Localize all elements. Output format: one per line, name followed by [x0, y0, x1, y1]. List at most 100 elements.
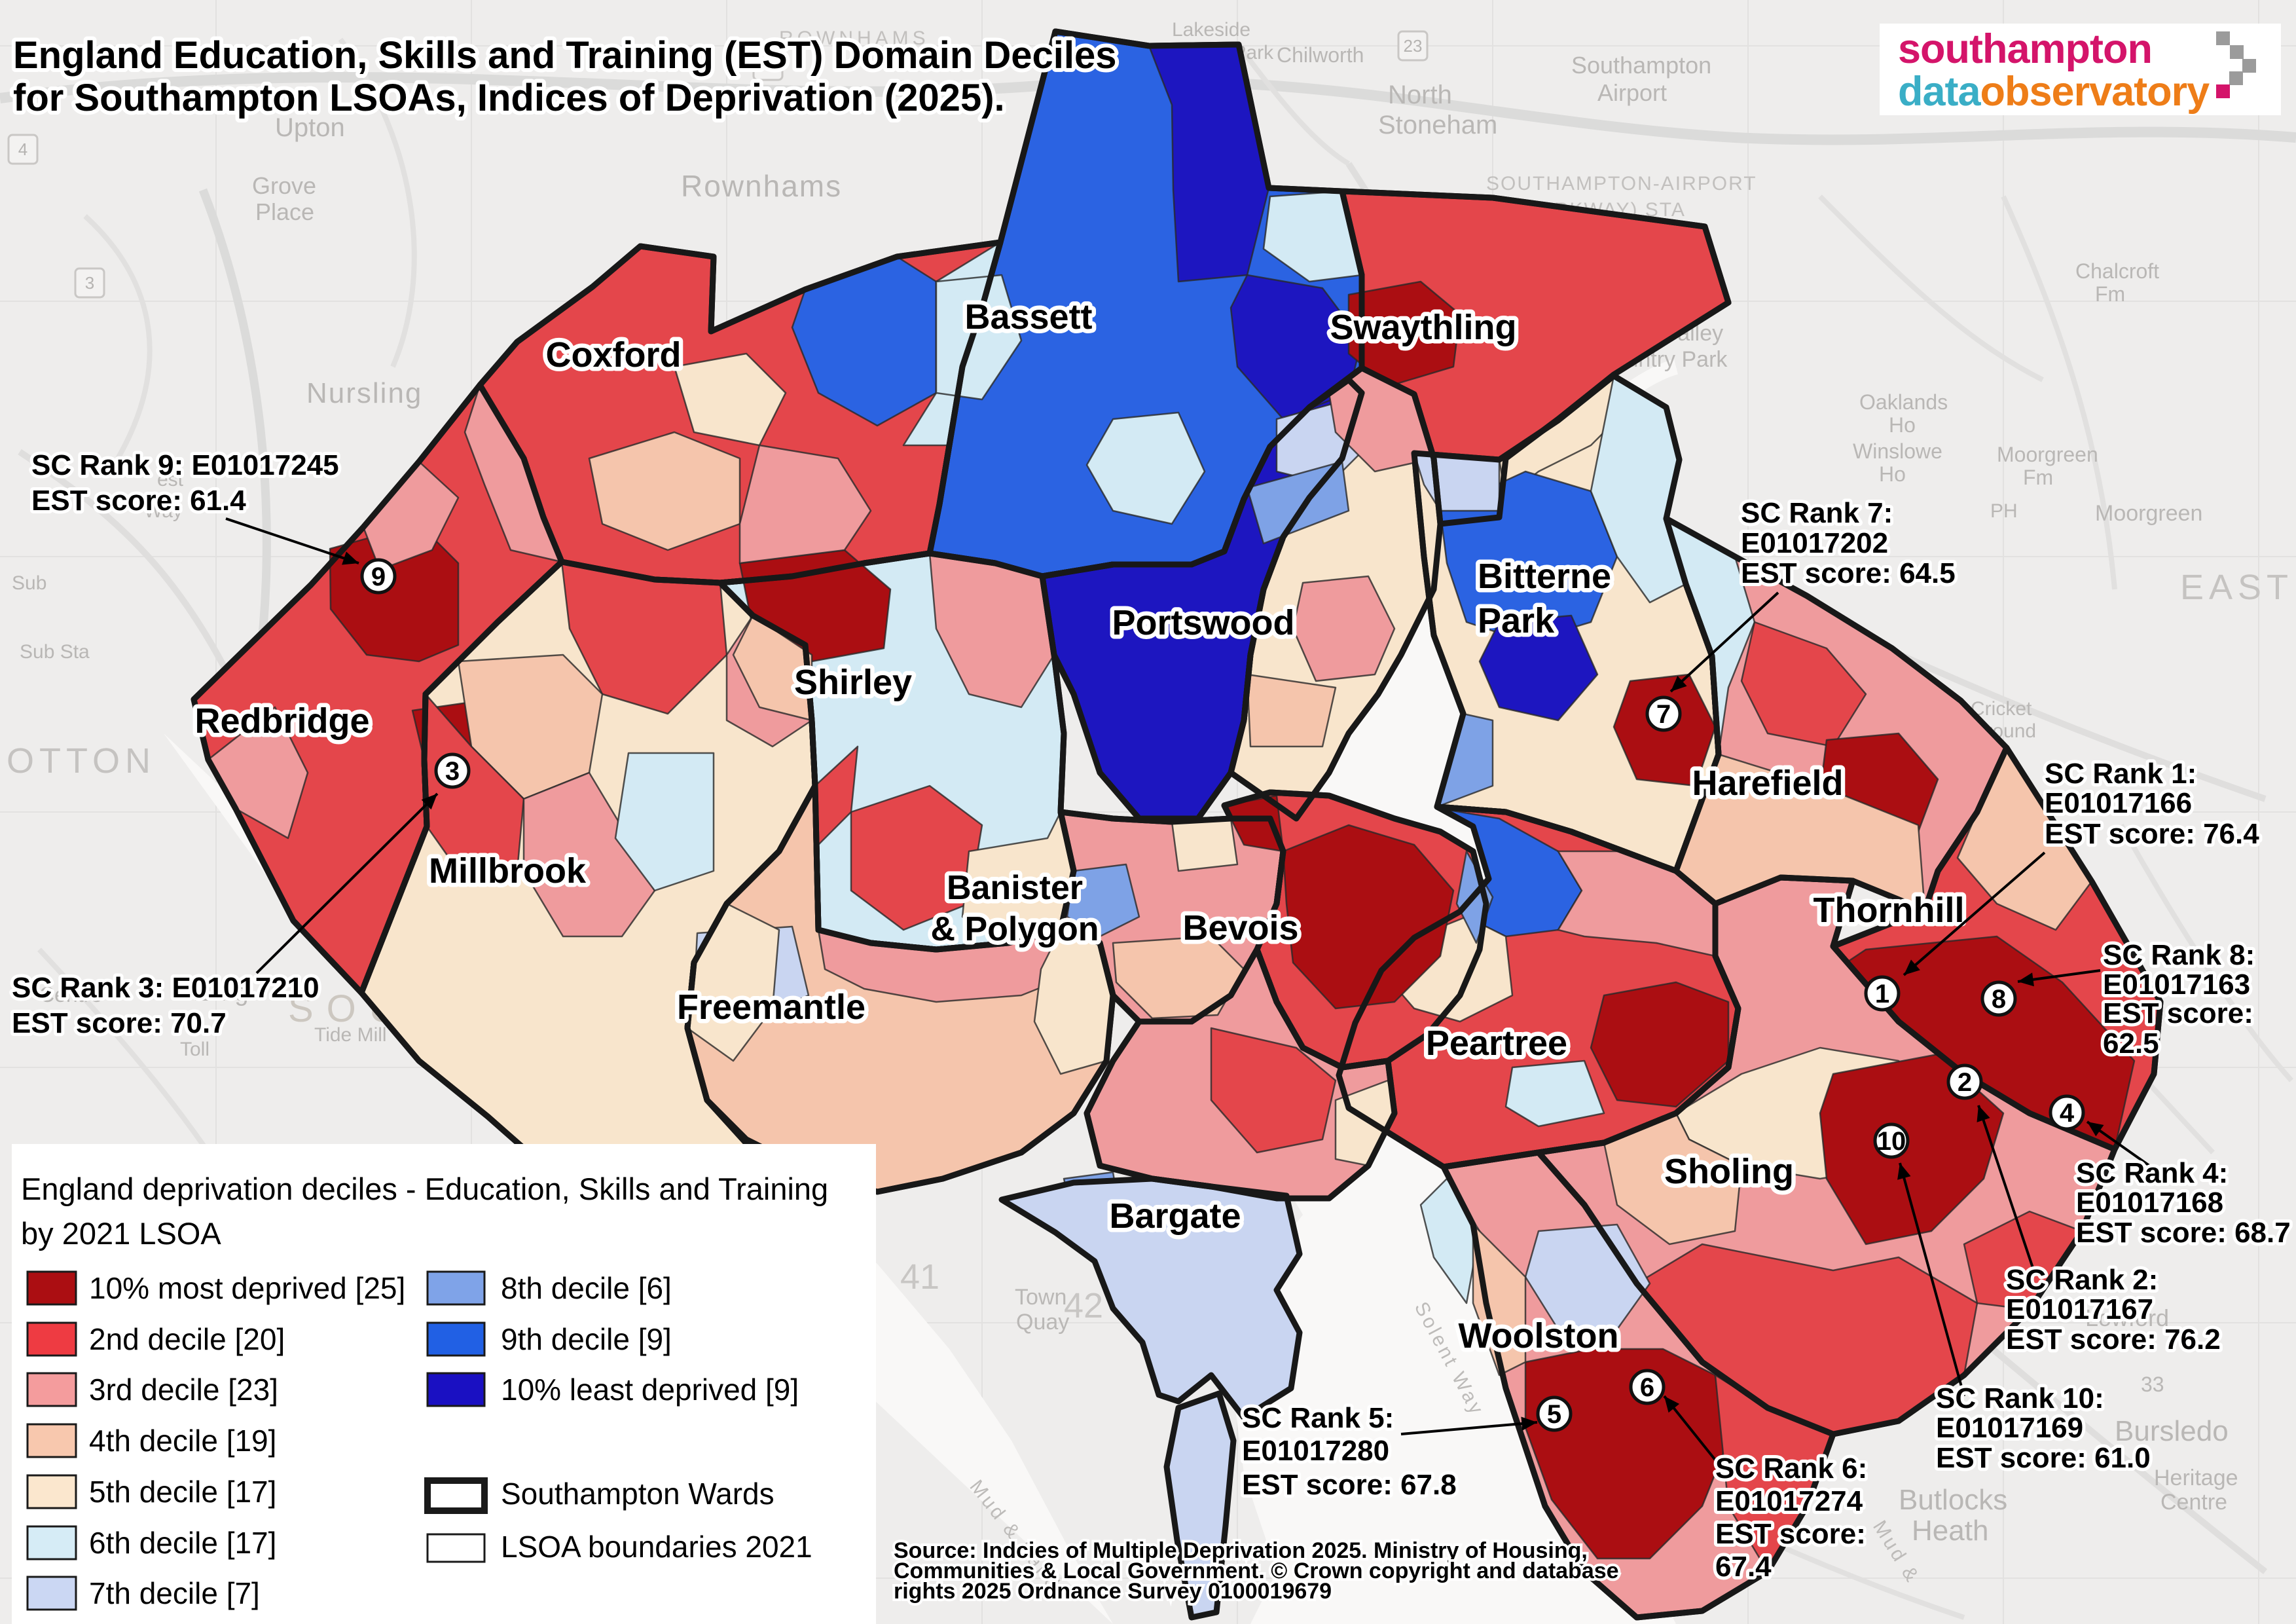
- svg-text:Shirley: Shirley: [794, 663, 912, 702]
- svg-text:PH: PH: [1990, 500, 2018, 522]
- svg-text:Upton: Upton: [275, 113, 345, 142]
- svg-text:Butlocks: Butlocks: [1899, 1484, 2007, 1516]
- svg-text:42: 42: [1064, 1286, 1103, 1325]
- svg-text:est: est: [157, 469, 184, 490]
- svg-text:EST score: 61.0: EST score: 61.0: [1936, 1442, 2151, 1474]
- svg-text:5: 5: [1547, 1400, 1561, 1429]
- svg-text:67.4: 67.4: [1715, 1551, 1772, 1583]
- svg-text:9th decile [9]: 9th decile [9]: [501, 1322, 672, 1356]
- svg-text:Centre: Centre: [2160, 1490, 2227, 1515]
- svg-text:Harefield: Harefield: [1692, 764, 1843, 803]
- svg-text:Way: Way: [144, 500, 183, 522]
- svg-text:Oaklands: Oaklands: [1859, 390, 1948, 414]
- svg-text:Peartree: Peartree: [1426, 1024, 1567, 1063]
- svg-text:Redbridge: Redbridge: [194, 701, 369, 741]
- svg-text:SC Rank 10:: SC Rank 10:: [1936, 1382, 2104, 1414]
- svg-text:SOUTHAMPTON-AIRPORT: SOUTHAMPTON-AIRPORT: [1486, 173, 1757, 194]
- svg-text:EST score: 76.2: EST score: 76.2: [2006, 1323, 2221, 1356]
- svg-text:Portswood: Portswood: [1112, 603, 1295, 642]
- svg-text:6: 6: [1640, 1373, 1654, 1402]
- svg-text:Stoneham: Stoneham: [1378, 111, 1497, 139]
- svg-text:England deprivation deciles -: England deprivation deciles - Education,…: [21, 1172, 828, 1206]
- svg-text:Eling: Eling: [193, 979, 249, 1006]
- svg-text:Moorgreen: Moorgreen: [1997, 443, 2098, 466]
- svg-text:Lowford: Lowford: [2085, 1304, 2169, 1331]
- svg-text:Bevois: Bevois: [1182, 908, 1298, 948]
- svg-text:SC Rank 7:: SC Rank 7:: [1741, 497, 1893, 529]
- svg-text:2: 2: [1958, 1068, 1972, 1097]
- svg-text:Bitterne: Bitterne: [1478, 557, 1611, 596]
- svg-text:EST score: 64.5: EST score: 64.5: [1741, 557, 1956, 589]
- svg-text:Grove: Grove: [252, 172, 316, 199]
- svg-text:Ho: Ho: [1889, 413, 1916, 437]
- svg-text:SC Rank 4:: SC Rank 4:: [2076, 1157, 2228, 1189]
- svg-text:Fm: Fm: [2023, 466, 2053, 489]
- svg-text:Tide Mill: Tide Mill: [314, 1024, 387, 1046]
- svg-text:Rownhams: Rownhams: [681, 169, 842, 203]
- svg-text:Swaythling: Swaythling: [1330, 308, 1516, 347]
- svg-text:8th decile [6]: 8th decile [6]: [501, 1271, 672, 1305]
- svg-text:LSOA boundaries 2021: LSOA boundaries 2021: [501, 1530, 812, 1564]
- svg-text:E01017166: E01017166: [2045, 787, 2192, 819]
- svg-text:3: 3: [85, 273, 94, 293]
- svg-text:Ho: Ho: [1879, 462, 1906, 486]
- svg-text:Moorgreen: Moorgreen: [2095, 501, 2202, 526]
- svg-text:Fm: Fm: [2095, 282, 2125, 306]
- svg-text:North: North: [1388, 81, 1452, 109]
- svg-text:Heritage: Heritage: [2154, 1466, 2238, 1490]
- svg-text:41: 41: [900, 1257, 939, 1297]
- svg-text:SC Rank 2:: SC Rank 2:: [2006, 1264, 2158, 1296]
- svg-text:Airport: Airport: [1597, 79, 1667, 106]
- svg-text:SC Rank 3: E01017210: SC Rank 3: E01017210: [12, 972, 319, 1004]
- svg-text:EASTLE: EASTLE: [2180, 568, 2296, 607]
- svg-text:Woolston: Woolston: [1459, 1316, 1619, 1356]
- svg-text:Sub: Sub: [12, 572, 46, 594]
- svg-text:E01017163: E01017163: [2103, 969, 2250, 1001]
- svg-text:E01017280: E01017280: [1242, 1435, 1389, 1467]
- svg-text:rights 2025 Ordnance Survey 01: rights 2025 Ordnance Survey 0100019679: [894, 1579, 1332, 1604]
- svg-text:SC Rank 1:: SC Rank 1:: [2045, 758, 2196, 790]
- svg-text:Southampton Wards: Southampton Wards: [501, 1477, 774, 1511]
- svg-text:Communities & Local Government: Communities & Local Government. © Crown …: [894, 1559, 1619, 1583]
- svg-text:SC Rank 8:: SC Rank 8:: [2103, 939, 2255, 971]
- svg-text:Heath: Heath: [1912, 1515, 1988, 1547]
- svg-text:Banister: Banister: [947, 869, 1083, 907]
- svg-text:EST score: 70.7: EST score: 70.7: [12, 1007, 227, 1039]
- svg-text:Chilworth: Chilworth: [1277, 43, 1364, 67]
- svg-text:EST score: 61.4: EST score: 61.4: [31, 485, 246, 517]
- svg-text:8: 8: [1992, 985, 2006, 1014]
- svg-text:EST score: 68.7: EST score: 68.7: [2076, 1217, 2291, 1249]
- svg-text:Coxford: Coxford: [546, 335, 682, 375]
- svg-text:Park: Park: [1478, 601, 1555, 640]
- svg-text:EST score:: EST score:: [2103, 997, 2253, 1029]
- svg-text:Cricket: Cricket: [1971, 698, 2032, 720]
- svg-text:33: 33: [2141, 1373, 2164, 1396]
- svg-text:Nursling: Nursling: [306, 377, 422, 409]
- svg-text:10% least deprived [9]: 10% least deprived [9]: [501, 1373, 799, 1407]
- svg-text:& Polygon: & Polygon: [930, 910, 1099, 948]
- svg-text:southampton: southampton: [1898, 26, 2152, 72]
- svg-text:SC Rank 9: E01017245: SC Rank 9: E01017245: [31, 449, 339, 481]
- svg-text:6th decile [17]: 6th decile [17]: [89, 1526, 276, 1560]
- svg-text:23: 23: [1404, 36, 1423, 56]
- svg-text:E01017274: E01017274: [1715, 1485, 1863, 1517]
- svg-text:4: 4: [763, 56, 773, 75]
- svg-text:Millbrook: Millbrook: [429, 851, 587, 891]
- svg-text:Bursledo: Bursledo: [2115, 1415, 2229, 1447]
- svg-text:E01017202: E01017202: [1741, 527, 1888, 559]
- svg-text:Bargate: Bargate: [1109, 1196, 1241, 1236]
- svg-text:Toll: Toll: [180, 1039, 210, 1060]
- svg-text:10% most deprived [25]: 10% most deprived [25]: [89, 1271, 405, 1305]
- svg-text:ROWNHAMS: ROWNHAMS: [779, 28, 930, 49]
- svg-text:Lakeside: Lakeside: [1172, 19, 1250, 41]
- svg-text:10: 10: [1877, 1127, 1906, 1156]
- svg-text:4th decile [19]: 4th decile [19]: [89, 1424, 276, 1458]
- svg-text:dataobservatory: dataobservatory: [1898, 69, 2210, 115]
- svg-text:Chalcroft: Chalcroft: [2075, 259, 2159, 283]
- svg-text:Southampton: Southampton: [1571, 52, 1711, 79]
- svg-text:4: 4: [2060, 1099, 2075, 1128]
- svg-text:OTTON: OTTON: [7, 741, 156, 781]
- svg-text:7: 7: [1656, 700, 1671, 729]
- svg-text:Place: Place: [255, 198, 314, 225]
- svg-text:for Southampton LSOAs, Indices: for Southampton LSOAs, Indices of Depriv…: [13, 77, 1005, 119]
